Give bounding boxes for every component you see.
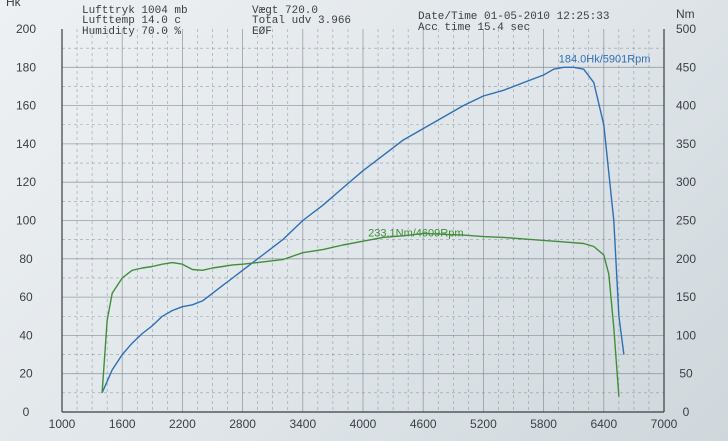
- header-datetime: Date/Time 01-05-2010 12:25:33: [418, 11, 610, 23]
- y-tick-label-right: 400: [676, 99, 696, 113]
- x-tick-label: 4000: [350, 417, 377, 431]
- header-humidity: Humidity 70.0 %: [82, 26, 182, 38]
- header-lufttemp: Lufttemp 14.0 c: [82, 15, 182, 27]
- y-tick-label-left: 200: [16, 22, 36, 36]
- x-tick-label: 6400: [590, 417, 617, 431]
- chart-grid: [62, 29, 664, 412]
- header-total-udv: Total udv 3.966: [252, 15, 352, 27]
- x-tick-label: 5200: [470, 417, 497, 431]
- chart-annotations: 184.0Hk/5901Rpm 233.1Nm/4609Rpm: [368, 54, 650, 240]
- y-tick-label-left: 20: [19, 367, 33, 381]
- x-tick-label: 2800: [229, 417, 256, 431]
- header-vaegt: Vægt 720.0: [252, 5, 319, 17]
- y-tick-label-right: 0: [683, 405, 690, 419]
- chart-frame: [61, 29, 665, 413]
- y-tick-label-right: 150: [676, 290, 696, 304]
- y-tick-label-left: 40: [19, 328, 33, 342]
- chart-series: [101, 66, 625, 397]
- y-tick-label-left: 60: [19, 290, 33, 304]
- y-tick-label-right: 100: [676, 328, 696, 342]
- y-tick-label-left: 120: [16, 175, 36, 189]
- x-tick-label: 4600: [410, 417, 437, 431]
- x-tick-label: 1600: [109, 417, 136, 431]
- y-tick-label-right: 350: [676, 137, 696, 151]
- y-tick-label-right: 50: [679, 367, 693, 381]
- x-tick-label: 3400: [289, 417, 316, 431]
- y-tick-label-right: 300: [676, 175, 696, 189]
- chart-axis-ticks: 1000 1600 2200 2800 3400 4000 4600 5200 5800 6400…: [16, 22, 696, 431]
- series-line-nm: [101, 232, 620, 397]
- y-axis-right-label: Nm: [676, 7, 695, 21]
- header-eof: EØF: [252, 26, 272, 38]
- x-tick-label: 1000: [49, 417, 76, 431]
- x-tick-label: 5800: [530, 417, 557, 431]
- y-tick-label-left: 100: [16, 214, 36, 228]
- y-tick-label-right: 500: [676, 22, 696, 36]
- chart-annotation: 184.0Hk/5901Rpm: [559, 54, 651, 66]
- y-tick-label-right: 250: [676, 214, 696, 228]
- header-lufttryk: Lufttryk 1004 mb: [82, 5, 188, 17]
- y-tick-label-left: 160: [16, 99, 36, 113]
- x-tick-label: 2200: [169, 417, 196, 431]
- y-tick-label-left: 140: [16, 137, 36, 151]
- y-tick-label-left: 80: [19, 252, 33, 266]
- y-tick-label-right: 450: [676, 60, 696, 74]
- chart-annotation: 233.1Nm/4609Rpm: [368, 227, 463, 239]
- y-tick-label-right: 200: [676, 252, 696, 266]
- y-tick-label-left: 180: [16, 60, 36, 74]
- x-tick-label: 7000: [651, 417, 678, 431]
- y-axis-left-label: Hk: [6, 0, 22, 9]
- header-acc-time: Acc time 15.4 sec: [418, 22, 531, 34]
- y-tick-label-left: 0: [23, 405, 30, 419]
- series-line-hk: [101, 66, 625, 394]
